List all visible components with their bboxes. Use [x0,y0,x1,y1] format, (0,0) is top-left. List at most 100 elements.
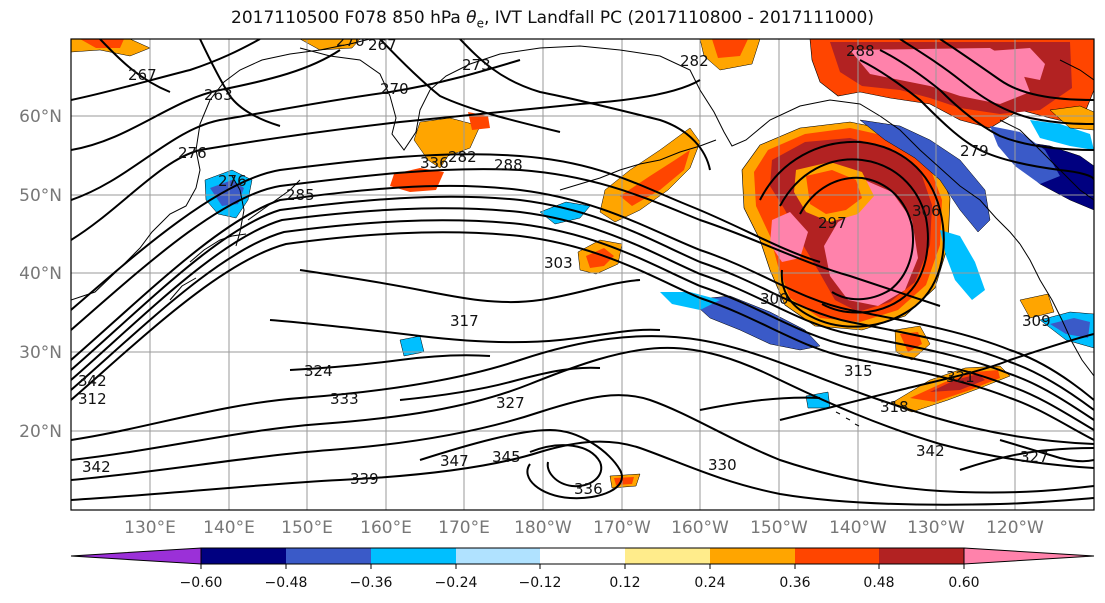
contour-label: 342 [78,372,107,390]
colorbar-label: 0.48 [863,575,894,591]
contour-label: 270 [380,80,409,98]
contour-label: 297 [818,214,847,232]
contour-label: 303 [544,254,573,272]
colorbar-swatch [625,548,710,564]
colorbar-label: −0.12 [519,575,562,591]
shade-coast-blue [859,119,991,233]
contour-label: 312 [78,390,107,408]
shade-southeast-darkred [930,374,985,392]
contour-label: 273 [462,56,491,74]
lat-label: 30°N [19,343,62,363]
colorbar-label: 0.36 [779,575,810,591]
shade-nw-red [80,39,124,48]
colorbar-label: −0.24 [435,575,478,591]
coastlines [71,39,1094,427]
contour-label: 321 [946,368,975,386]
colorbar-swatch [201,548,286,564]
shade-gulf-eye-inner [806,170,862,214]
shade-alaska-lightred [620,150,690,206]
contour-label: 279 [960,142,989,160]
contour-label: 276 [178,144,207,162]
colorbar-label: 0.24 [694,575,725,591]
contour-label: 288 [494,156,523,174]
contour-label: 333 [330,390,359,408]
graticule [71,39,1094,510]
contour-label: 270 [336,32,365,50]
colorbar-swatch [540,548,625,564]
contour-label: 282 [680,52,709,70]
contour-label: 324 [304,362,333,380]
map-panel: 270 267 267 273 282 288 263 276 276 270 … [71,32,1094,510]
colorbar-extend-high [963,547,1095,565]
colorbar-label: −0.60 [180,575,223,591]
lon-label: 140°E [203,518,255,538]
shade-east-orange-2 [1019,293,1055,319]
shade-east-cyan [1030,120,1094,150]
colorbar-label: 0.60 [948,575,979,591]
colorbar-swatch [795,548,879,564]
shade-north-orange [299,39,361,51]
contour-label: 327 [1020,448,1049,466]
lon-label: 120°W [986,518,1044,538]
longitude-labels: 130°E 140°E 150°E 160°E 170°E 180°W 170°… [124,518,1044,538]
coast-na-west [1019,243,1094,377]
colorbar-swatch [710,548,795,564]
coast-canada [999,59,1094,201]
shade-northeast-pink [850,48,1030,104]
shade-aleutian-cyan [539,201,591,225]
shade-east-blue [990,126,1060,184]
map-title: 2017110500 F078 850 hPa θe, IVT Landfall… [231,8,874,31]
colorbar-swatch [286,548,371,564]
contour-label: 276 [218,172,247,190]
lon-label: 140°W [829,518,887,538]
contour-label: 317 [450,312,479,330]
lon-label: 170°E [438,518,490,538]
lat-label: 50°N [19,186,62,206]
colorbar-swatch [456,548,540,564]
coast-hawaii [835,411,860,427]
coast-alaska [619,49,1021,245]
latitude-labels: 60°N 50°N 40°N 30°N 20°N [19,107,62,442]
lon-label: 150°W [750,518,808,538]
shade-coast-cyan [940,230,985,300]
contour-label: 309 [1022,312,1051,330]
colorbar-label: −0.36 [350,575,393,591]
lon-label: 160°E [360,518,412,538]
coast-asia [71,39,371,301]
lon-label: 150°E [281,518,333,538]
colorbar-ticks [200,564,965,569]
map-panel-frame [70,38,1095,511]
shade-gulf-pink [824,178,918,306]
lon-label: 160°W [671,518,729,538]
colorbar-label: −0.48 [265,575,308,591]
coast-kurils [247,179,301,221]
shade-front-cyan [660,292,720,310]
lon-label: 180°W [514,518,572,538]
coast-aleutians [559,139,717,191]
theta-e-contours [71,39,1094,506]
contour-label: 282 [448,148,477,166]
colorbar-tick-labels: −0.60 −0.48 −0.36 −0.24 −0.12 0.12 0.24 … [180,575,980,591]
lon-label: 130°E [124,518,176,538]
shade-east-navy-2 [1050,318,1090,338]
contour-label: 347 [440,452,469,470]
contour-label: 300 [760,290,789,308]
contour-label: 306 [912,202,941,220]
colorbar: −0.60 −0.48 −0.36 −0.24 −0.12 0.12 0.24 … [70,547,1095,591]
contour-label: 339 [350,470,379,488]
contour-label: 315 [844,362,873,380]
shade-northeast-pink-2 [975,48,1045,80]
lat-label: 60°N [19,107,62,127]
contour-label: 318 [880,398,909,416]
contour-label: 267 [128,66,157,84]
contour-label: 345 [492,448,521,466]
colorbar-extend-low [70,547,202,565]
contour-labels: 270 267 267 273 282 288 263 276 276 270 … [78,32,1051,498]
contour-label: 267 [368,36,397,54]
lon-label: 130°W [907,518,965,538]
contour-label: 285 [286,186,315,204]
contour-label: 336 [420,154,449,172]
colorbar-label: 0.12 [609,575,640,591]
contour-label: 330 [708,456,737,474]
